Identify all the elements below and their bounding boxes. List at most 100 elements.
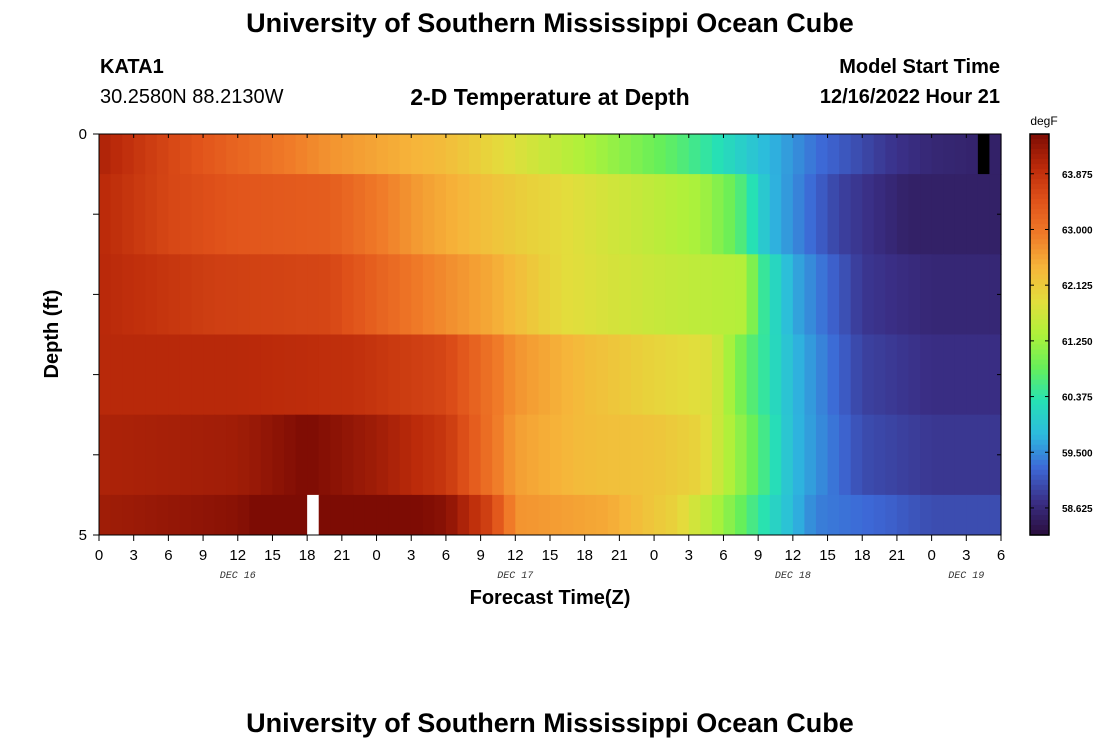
colorbar-segment [1030, 469, 1049, 476]
heatmap-cell [711, 174, 725, 255]
heatmap-cell [133, 494, 146, 536]
heatmap-cell [526, 494, 540, 536]
heatmap-cell [977, 174, 991, 255]
heatmap-cell [307, 494, 320, 536]
heatmap-cell [908, 174, 921, 255]
colorbar-segment [1030, 384, 1049, 391]
colorbar-segment [1030, 339, 1049, 346]
heatmap-cell [677, 174, 690, 255]
heatmap-cell [769, 494, 782, 536]
heatmap-cell [145, 134, 158, 175]
colorbar-segment [1030, 514, 1049, 521]
heatmap-cell [688, 174, 701, 255]
heatmap-cell [977, 254, 991, 335]
colorbar-segment [1030, 374, 1049, 381]
heatmap-cell [630, 414, 644, 496]
heatmap-cell [862, 254, 875, 335]
heatmap-cell [954, 174, 967, 255]
heatmap-cell [110, 134, 123, 175]
heatmap-cell [550, 174, 563, 255]
heatmap-cell [214, 334, 227, 416]
colorbar-segment [1030, 434, 1049, 441]
heatmap-cell [862, 174, 875, 255]
heatmap-cell [260, 494, 274, 536]
heatmap-cell [920, 494, 933, 536]
heatmap-cell [711, 494, 725, 536]
heatmap-cell [364, 334, 378, 416]
heatmap-cell [723, 494, 736, 536]
heatmap-cell [862, 494, 875, 536]
colorbar-segment [1030, 304, 1049, 311]
heatmap-cell [561, 134, 574, 175]
heatmap-cell [307, 414, 320, 496]
heatmap-cell [133, 254, 146, 335]
station-name: KATA1 [100, 56, 164, 78]
heatmap-cell [318, 414, 331, 496]
heatmap-cell [596, 334, 609, 416]
heatmap-cell [538, 254, 551, 335]
heatmap-cell [607, 134, 620, 175]
heatmap-cell [422, 334, 435, 416]
y-tick-label: 5 [79, 527, 87, 544]
heatmap-cell [434, 494, 447, 536]
heatmap-cell [596, 254, 609, 335]
heatmap-cell [966, 134, 979, 175]
heatmap-cell [249, 334, 262, 416]
heatmap-cell [746, 134, 759, 175]
heatmap-cell [561, 414, 574, 496]
heatmap-cell [110, 334, 123, 416]
heatmap-cell [330, 134, 343, 175]
x-tick-label: 0 [372, 547, 380, 564]
x-tick-label: 6 [442, 547, 450, 564]
heatmap-cell [850, 254, 863, 335]
x-tick-label: 21 [611, 547, 628, 564]
heatmap-cell [376, 494, 389, 536]
colorbar-segment [1030, 429, 1049, 436]
heatmap-cell [284, 134, 297, 175]
heatmap-cell [110, 174, 123, 255]
heatmap-cell [411, 254, 424, 335]
x-tick-label: 15 [542, 547, 559, 564]
heatmap-cell [353, 174, 366, 255]
heatmap-cell [735, 334, 748, 416]
heatmap-cell [654, 494, 667, 536]
heatmap-cell [515, 334, 528, 416]
heatmap-cell [804, 174, 817, 255]
heatmap-cell [677, 254, 690, 335]
heatmap-cell [665, 414, 678, 496]
footer-title: University of Southern Mississippi Ocean… [246, 708, 854, 738]
heatmap-cell [792, 494, 806, 536]
heatmap-cell [99, 334, 112, 416]
heatmap-cell [457, 334, 470, 416]
heatmap-cell [295, 174, 308, 255]
heatmap-cell [804, 134, 817, 175]
heatmap-cell [515, 134, 528, 175]
heatmap-cell [839, 174, 852, 255]
heatmap-cell [469, 494, 482, 536]
heatmap-cell [920, 254, 933, 335]
heatmap-cell [746, 254, 759, 335]
heatmap-cell [885, 414, 898, 496]
heatmap-cell [966, 174, 979, 255]
heatmap-cell [156, 414, 169, 496]
colorbar-segment [1030, 249, 1049, 255]
heatmap-cell [353, 134, 366, 175]
heatmap-cell [573, 134, 586, 175]
heatmap-cell [607, 254, 620, 335]
heatmap-cell [781, 334, 794, 416]
heatmap-cell [677, 414, 690, 496]
heatmap-cell [758, 414, 771, 496]
heatmap-cell [226, 334, 239, 416]
heatmap-cell [272, 254, 285, 335]
colorbar-segment [1030, 194, 1049, 200]
colorbar-unit: degF [1030, 114, 1057, 128]
heatmap-cell [480, 254, 493, 335]
heatmap-cell [492, 414, 505, 496]
colorbar-segment [1030, 389, 1049, 396]
x-tick-label: 3 [407, 547, 415, 564]
colorbar-segment [1030, 349, 1049, 356]
heatmap-cell [688, 414, 701, 496]
heatmap-cell [445, 334, 459, 416]
colorbar-segment [1030, 269, 1049, 275]
heatmap-cell [827, 494, 840, 536]
